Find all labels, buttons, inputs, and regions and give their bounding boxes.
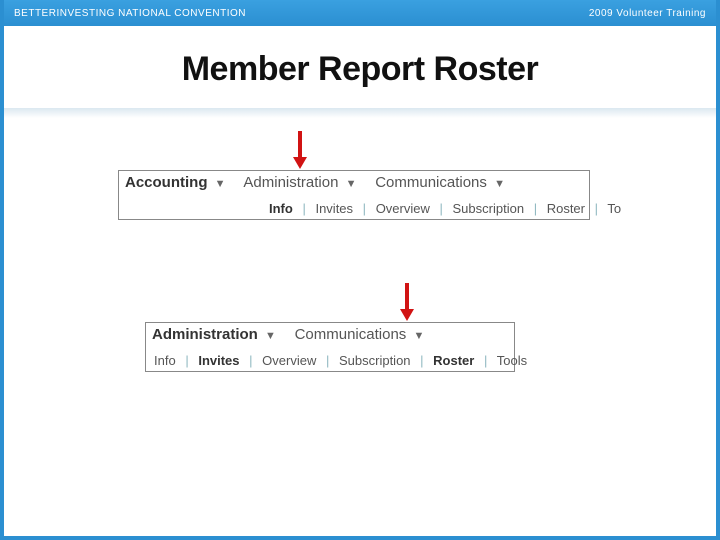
separator: |: [484, 353, 487, 368]
separator: |: [363, 201, 366, 216]
tab-row: Administration ▼ Communications ▼: [152, 326, 512, 343]
chevron-down-icon: ▼: [346, 178, 357, 190]
tab-communications[interactable]: Communications: [295, 326, 407, 343]
chevron-down-icon: ▼: [413, 330, 424, 342]
separator: |: [440, 201, 443, 216]
sub-info[interactable]: Info: [154, 353, 176, 368]
separator: |: [249, 353, 252, 368]
sub-invites[interactable]: Invites: [198, 353, 239, 368]
separator: |: [302, 201, 305, 216]
sub-subscription[interactable]: Subscription: [453, 201, 525, 216]
tab-administration[interactable]: Administration: [152, 326, 258, 343]
chevron-down-icon: ▼: [215, 178, 226, 190]
sub-tools[interactable]: Tools: [497, 353, 527, 368]
sub-roster[interactable]: Roster: [547, 201, 585, 216]
separator: |: [185, 353, 188, 368]
page-title: Member Report Roster: [0, 50, 720, 89]
arrow-icon: [293, 131, 307, 169]
menu-panel-2: Administration ▼ Communications ▼ Info |…: [145, 322, 515, 372]
submenu-row: Info | Invites | Overview | Subscription…: [154, 353, 527, 368]
tab-communications[interactable]: Communications: [375, 174, 487, 191]
separator: |: [595, 201, 598, 216]
sub-roster[interactable]: Roster: [433, 353, 474, 368]
sub-overview[interactable]: Overview: [262, 353, 316, 368]
tab-row: Accounting ▼ Administration ▼ Communicat…: [125, 174, 587, 191]
separator: |: [420, 353, 423, 368]
separator: |: [326, 353, 329, 368]
sub-overview[interactable]: Overview: [376, 201, 430, 216]
sub-to[interactable]: To: [607, 201, 621, 216]
divider: [4, 108, 716, 118]
menu-panel-1: Accounting ▼ Administration ▼ Communicat…: [118, 170, 590, 220]
sub-subscription[interactable]: Subscription: [339, 353, 411, 368]
submenu-row: Info | Invites | Overview | Subscription…: [269, 201, 621, 216]
chevron-down-icon: ▼: [494, 178, 505, 190]
sub-info[interactable]: Info: [269, 201, 293, 216]
tab-accounting[interactable]: Accounting: [125, 174, 208, 191]
sub-invites[interactable]: Invites: [315, 201, 353, 216]
tab-administration[interactable]: Administration: [243, 174, 338, 191]
separator: |: [534, 201, 537, 216]
arrow-icon: [400, 283, 414, 321]
chevron-down-icon: ▼: [265, 330, 276, 342]
